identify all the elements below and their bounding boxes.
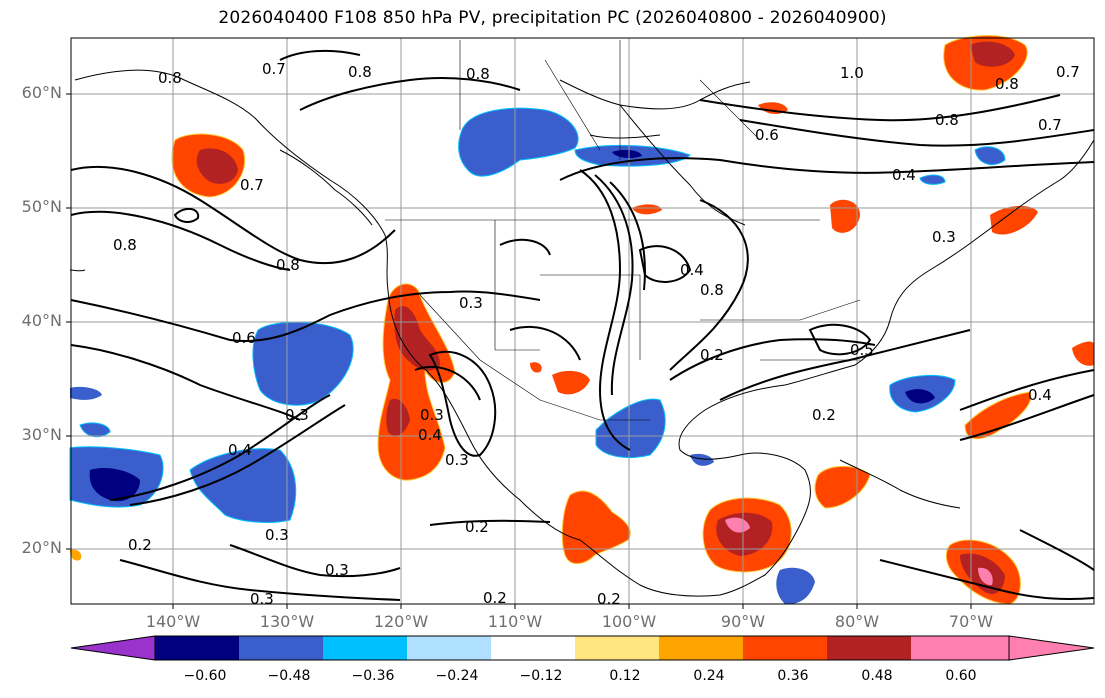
contour-label: 0.7: [262, 60, 286, 78]
colorbar-segment: [743, 636, 827, 660]
contour-label: 0.3: [932, 228, 956, 246]
contour-label: 0.3: [445, 451, 469, 469]
contour-label: 1.0: [840, 64, 864, 82]
contour-labels: 0.8 0.7 0.8 0.8 1.0 0.7 0.8 0.6 0.8 0.7 …: [113, 60, 1080, 608]
contour-label: 0.2: [465, 518, 489, 536]
lon-label: 90°W: [720, 612, 766, 631]
contour-label: 0.7: [1056, 63, 1080, 81]
contour-label: 0.8: [935, 111, 959, 129]
colorbar-tick-label: −0.36: [351, 668, 395, 684]
pv-contours: [70, 49, 1095, 601]
colorbar-tick-label: 0.24: [693, 668, 725, 684]
contour-label: 0.3: [285, 406, 309, 424]
lat-label: 30°N: [21, 425, 62, 444]
lat-label: 20°N: [21, 538, 62, 557]
contour-label: 0.6: [755, 126, 779, 144]
lat-label: 40°N: [21, 311, 62, 330]
contour-label: 0.2: [483, 589, 507, 607]
borders: [385, 40, 861, 421]
contour-label: 0.3: [420, 406, 444, 424]
graticule: [71, 38, 1094, 604]
colorbar-segment: [239, 636, 323, 660]
contour-label: 0.3: [265, 526, 289, 544]
colorbar-segment: [491, 636, 575, 660]
colorbar-tick-label: 0.48: [861, 668, 893, 684]
contour-label: 0.4: [892, 166, 916, 184]
lon-label: 80°W: [834, 612, 880, 631]
contour-label: 0.5: [850, 341, 874, 359]
colorbar-segment: [911, 636, 1009, 660]
tick-marks: [66, 93, 972, 609]
colorbar-tick-label: −0.48: [267, 668, 311, 684]
contour-label: 0.3: [250, 590, 274, 608]
lon-label: 120°W: [373, 612, 429, 631]
contour-label: 0.4: [418, 426, 442, 444]
colorbar-tick-label: −0.60: [183, 668, 227, 684]
contour-label: 0.8: [113, 236, 137, 254]
contour-label: 0.7: [240, 176, 264, 194]
contour-label: 0.8: [466, 65, 490, 83]
map-frame: [70, 37, 1095, 605]
lon-label: 70°W: [948, 612, 994, 631]
colorbar-segment: [659, 636, 743, 660]
contour-label: 0.4: [1028, 386, 1052, 404]
contour-label: 0.8: [158, 69, 182, 87]
contour-label: 0.6: [232, 329, 256, 347]
contour-label: 0.8: [348, 63, 372, 81]
colorbar-extend-high: [1008, 635, 1095, 661]
contour-label: 0.2: [812, 406, 836, 424]
colorbar-extend-low: [70, 635, 156, 661]
contour-label: 0.8: [700, 281, 724, 299]
colorbar-tick-label: 0.36: [777, 668, 809, 684]
contour-label: 0.7: [1038, 116, 1062, 134]
colorbar-frame: [154, 635, 1010, 661]
contour-label: 0.2: [128, 536, 152, 554]
contour-label: 0.8: [276, 256, 300, 274]
colorbar-tick-label: 0.12: [609, 668, 641, 684]
contour-label: 0.2: [700, 346, 724, 364]
lon-label: 140°W: [145, 612, 201, 631]
contour-label: 0.4: [228, 441, 252, 459]
lat-label: 50°N: [21, 197, 62, 216]
colorbar-tick-label: −0.12: [519, 668, 563, 684]
colorbar: [70, 635, 1095, 661]
contour-label: 0.3: [325, 561, 349, 579]
colorbar-tick-label: 0.60: [945, 668, 977, 684]
lat-label: 60°N: [21, 83, 62, 102]
colorbar-segment: [155, 636, 239, 660]
colorbar-tick-label: −0.24: [435, 668, 479, 684]
map-title: 2026040400 F108 850 hPa PV, precipitatio…: [218, 8, 887, 28]
colorbar-segment: [407, 636, 491, 660]
coastlines: [69, 69, 1095, 597]
lon-label: 130°W: [259, 612, 315, 631]
lon-label: 110°W: [487, 612, 543, 631]
colorbar-segment: [323, 636, 407, 660]
contour-label: 0.2: [597, 590, 621, 608]
colorbar-segment: [575, 636, 659, 660]
contour-label: 0.3: [459, 294, 483, 312]
colorbar-segment: [827, 636, 911, 660]
contour-label: 0.4: [680, 261, 704, 279]
lon-label: 100°W: [601, 612, 657, 631]
contour-label: 0.8: [995, 75, 1019, 93]
